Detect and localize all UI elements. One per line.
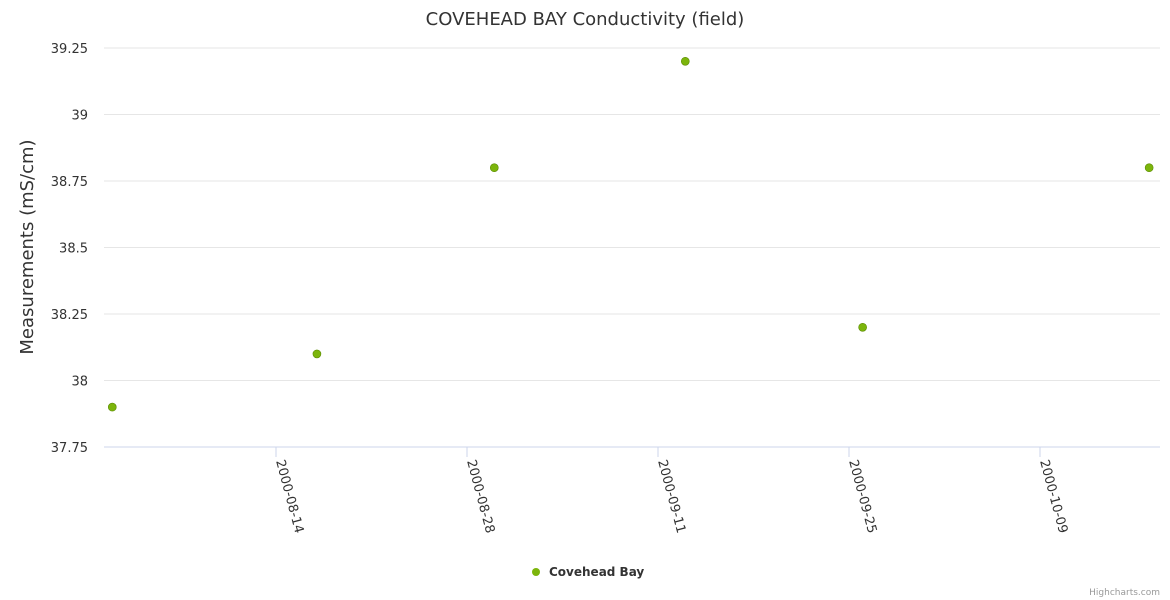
data-point bbox=[489, 163, 499, 172]
x-tick-label: 2000-08-28 bbox=[463, 458, 497, 535]
y-tick-label: 39 bbox=[71, 109, 88, 124]
x-tick-label: 2000-09-25 bbox=[845, 458, 879, 535]
x-tick-label: 2000-10-09 bbox=[1036, 458, 1070, 535]
y-tick-label: 37.75 bbox=[51, 441, 88, 456]
y-tick-label: 38.75 bbox=[51, 175, 88, 190]
x-tick-label: 2000-09-11 bbox=[654, 458, 688, 535]
y-tick-label: 38.25 bbox=[51, 308, 88, 323]
data-point bbox=[107, 402, 117, 412]
data-point bbox=[858, 322, 867, 332]
legend-label: Covehead Bay bbox=[549, 565, 644, 579]
legend-item[interactable]: Covehead Bay bbox=[532, 565, 644, 579]
chart-title: COVEHEAD BAY Conductivity (field) bbox=[426, 9, 745, 30]
data-point bbox=[680, 56, 690, 66]
data-point bbox=[1144, 163, 1154, 172]
y-axis-label: Measurements (mS/cm) bbox=[17, 139, 38, 354]
data-point bbox=[312, 349, 322, 359]
y-tick-label: 38.5 bbox=[59, 242, 88, 257]
credit-link[interactable]: Highcharts.com bbox=[1089, 588, 1160, 598]
legend-marker bbox=[532, 568, 540, 576]
y-tick-label: 39.25 bbox=[51, 42, 88, 57]
x-tick-label: 2000-08-14 bbox=[272, 458, 306, 535]
y-tick-label: 38 bbox=[71, 375, 88, 390]
